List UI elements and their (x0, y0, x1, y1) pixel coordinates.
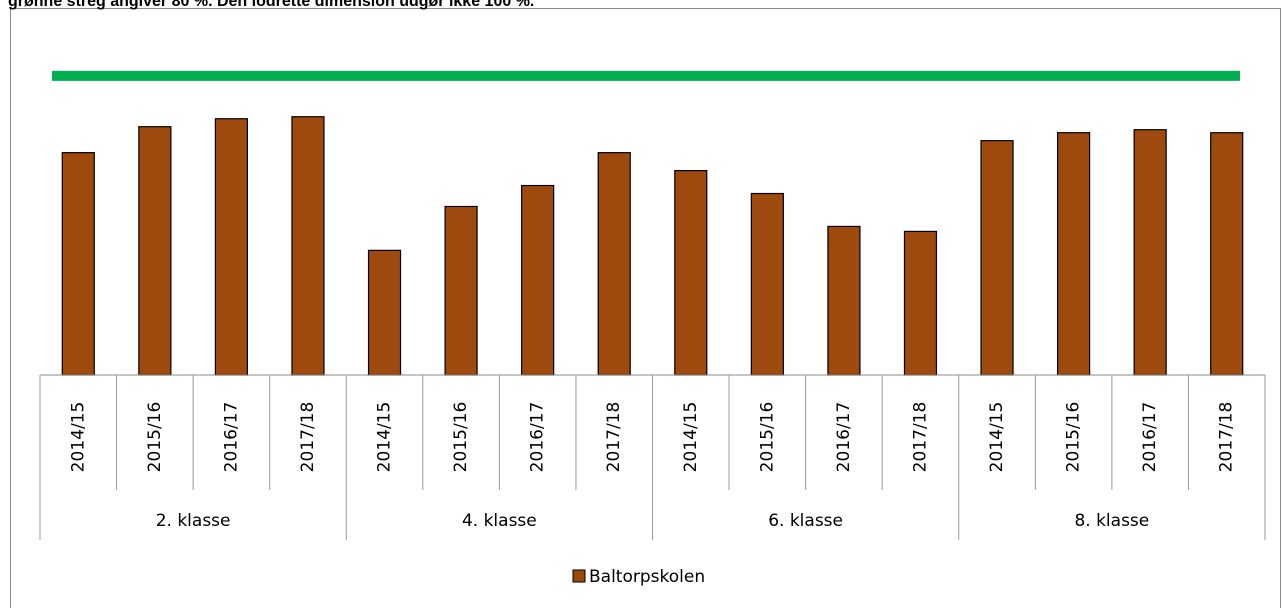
x-tick-label: 2015/16 (757, 402, 777, 473)
bar (674, 169, 708, 376)
bar (827, 225, 861, 376)
x-tick-label: 2016/17 (834, 402, 854, 473)
x-tick-label: 2014/15 (681, 402, 701, 473)
chart-title: grønne streg angiver 80 %. Den lodrette … (8, 0, 534, 10)
group-label: 8. klasse (1074, 511, 1149, 531)
x-tick-label: 2016/17 (1140, 402, 1160, 473)
bar (214, 118, 249, 376)
bar (1133, 129, 1167, 376)
bar (61, 152, 95, 376)
x-tick-label: 2014/15 (68, 402, 88, 473)
bar (597, 152, 631, 376)
bar (903, 230, 938, 376)
group-label: 6. klasse (768, 511, 843, 531)
x-tick-label: 2016/17 (528, 402, 548, 473)
bar (1210, 132, 1244, 376)
x-tick-label: 2017/18 (910, 402, 930, 473)
bar (750, 192, 784, 376)
bar (138, 126, 172, 376)
bar (1056, 132, 1091, 376)
bar (291, 116, 325, 376)
x-tick-label: 2014/15 (375, 402, 395, 473)
x-tick-label: 2016/17 (221, 402, 241, 473)
group-label: 2. klasse (156, 511, 231, 531)
bar (980, 140, 1014, 376)
x-tick-label: 2015/16 (451, 402, 471, 473)
x-tick-label: 2015/16 (1064, 402, 1084, 473)
legend-swatch (572, 569, 586, 583)
legend-label: Baltorpskolen (589, 567, 705, 587)
x-tick-label: 2017/18 (298, 402, 318, 473)
x-tick-label: 2015/16 (145, 402, 165, 473)
group-label: 4. klasse (462, 511, 537, 531)
x-tick-label: 2017/18 (1217, 402, 1237, 473)
bar (444, 205, 478, 376)
bar (521, 184, 555, 376)
x-tick-label: 2017/18 (604, 402, 624, 473)
x-tick-label: 2014/15 (987, 402, 1007, 473)
bar (367, 249, 402, 376)
